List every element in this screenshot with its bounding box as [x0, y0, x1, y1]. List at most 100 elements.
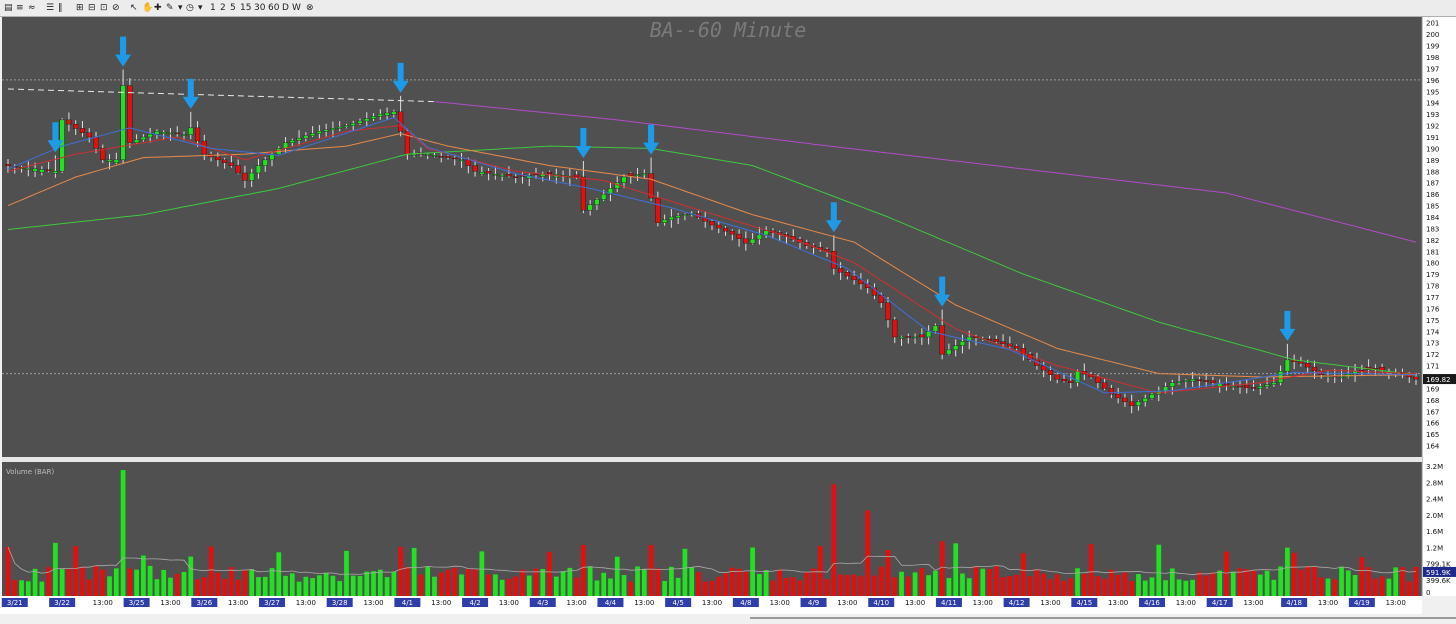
candle-body	[350, 123, 356, 126]
candle-body	[1372, 368, 1378, 370]
candle-body	[479, 172, 485, 175]
interval-button[interactable]: 1	[210, 3, 216, 13]
chart-area[interactable]: 1641651661671681691701711721731741751761…	[0, 17, 1456, 617]
time-label: 13:00	[973, 599, 993, 607]
price-tick-label: 165	[1426, 431, 1439, 439]
candle-body	[1007, 343, 1013, 347]
moving-average-line	[434, 101, 1417, 243]
candle-body	[1095, 376, 1101, 383]
volume-bar	[1251, 570, 1256, 596]
time-label: 13:00	[567, 599, 587, 607]
date-label-box	[191, 598, 218, 607]
chart-type-icon[interactable]: ▤	[4, 3, 13, 13]
price-tick-label: 180	[1426, 260, 1439, 268]
dropdown-icon[interactable]: ▾	[178, 3, 183, 13]
volume-bar	[865, 510, 871, 596]
candle-body	[154, 131, 160, 135]
price-tick-label: 194	[1426, 100, 1440, 108]
volume-bar	[371, 571, 376, 596]
signal-arrow-icon	[115, 36, 132, 67]
volume-bar	[80, 566, 85, 596]
hand-icon[interactable]: ✋	[142, 3, 154, 13]
candle-body	[465, 159, 471, 166]
candle-body	[391, 111, 397, 115]
candle-body	[25, 167, 31, 170]
candle-body	[966, 336, 972, 342]
candle-body	[641, 173, 647, 176]
cursor-icon[interactable]: ↖	[130, 3, 138, 13]
volume-bar	[438, 572, 444, 596]
interval-button[interactable]: D	[282, 3, 289, 13]
signal-arrow-icon	[182, 78, 199, 109]
draw-style-icon[interactable]: ≈	[28, 3, 36, 13]
candle-body	[1176, 381, 1182, 384]
volume-bar	[1339, 566, 1344, 596]
volume-bar	[269, 568, 275, 596]
candle-body	[1271, 382, 1277, 385]
time-label: 13:00	[228, 599, 248, 607]
close-circle-icon[interactable]: ⊗	[306, 3, 314, 13]
interval-button[interactable]: 2	[220, 3, 226, 13]
price-tick-label: 200	[1426, 31, 1439, 39]
candle-body	[736, 233, 742, 239]
volume-bar	[872, 575, 877, 596]
date-label-box	[868, 598, 895, 607]
volume-bar	[310, 578, 315, 596]
date-label-box	[800, 598, 827, 607]
bar-style-icon[interactable]: ≡	[16, 3, 24, 13]
candle-body	[1054, 374, 1060, 380]
volume-bar	[303, 576, 309, 596]
date-label-box	[1071, 598, 1098, 607]
split-icon[interactable]: ‖	[58, 3, 63, 13]
signal-arrow-icon	[934, 276, 951, 307]
interval-button[interactable]: W	[292, 3, 301, 13]
interval-button[interactable]: 30	[254, 3, 266, 13]
candle-body	[364, 118, 370, 122]
layout-icon[interactable]: ☰	[46, 3, 55, 13]
volume-bar	[323, 572, 329, 596]
interval-button[interactable]: 5	[230, 3, 236, 13]
volume-bar	[154, 579, 160, 596]
volume-bar	[838, 574, 843, 596]
candle-body	[262, 159, 268, 166]
candle-body	[140, 136, 146, 141]
interval-button[interactable]: 15	[240, 3, 252, 13]
signal-arrow-icon	[1279, 310, 1296, 341]
interval-button[interactable]: 60	[268, 3, 280, 13]
candle-body	[1047, 369, 1054, 375]
candle-body	[242, 172, 248, 181]
zoom-out-icon[interactable]: ⊟	[88, 3, 96, 13]
candle-body	[249, 172, 255, 181]
volume-bar	[858, 576, 864, 596]
date-label: 4/15	[1076, 599, 1092, 607]
volume-bar	[1359, 557, 1365, 596]
crosshair-icon[interactable]: ✚	[154, 3, 162, 13]
pencil-icon[interactable]: ✎	[166, 3, 174, 13]
volume-bar	[1163, 580, 1168, 596]
clock-icon[interactable]: ◷	[186, 3, 194, 13]
candle-body	[1061, 379, 1067, 382]
candle-body	[648, 173, 654, 199]
candle-body	[1305, 363, 1311, 368]
volume-bar	[1190, 579, 1195, 596]
time-label: 13:00	[837, 599, 857, 607]
candle-body	[722, 227, 729, 232]
volume-bar	[398, 547, 403, 596]
candle-body	[228, 162, 234, 166]
volume-bar	[1298, 569, 1304, 596]
candle-body	[120, 85, 126, 161]
zoom-fit-icon[interactable]: ⊡	[100, 3, 108, 13]
zoom-reset-icon[interactable]: ⊘	[112, 3, 120, 13]
dropdown-icon[interactable]: ▾	[198, 3, 203, 13]
volume-bar	[675, 577, 681, 596]
candle-body	[357, 120, 363, 124]
chart-toolbar: ▤ ≡ ≈ ☰ ‖ ⊞ ⊟ ⊡ ⊘ ↖ ✋ ✚ ✎ ▾ ◷ ▾ 1 2 5 15 30 60 D W ⊗	[0, 0, 1456, 17]
horizontal-scrollbar[interactable]	[750, 617, 1456, 619]
candle-body	[337, 126, 343, 129]
price-tick-label: 190	[1426, 145, 1439, 153]
volume-bar	[1102, 578, 1107, 596]
volume-tick-label: 0	[1426, 589, 1430, 597]
zoom-in-icon[interactable]: ⊞	[76, 3, 84, 13]
candle-body	[106, 159, 113, 162]
candle-body	[1413, 376, 1419, 380]
